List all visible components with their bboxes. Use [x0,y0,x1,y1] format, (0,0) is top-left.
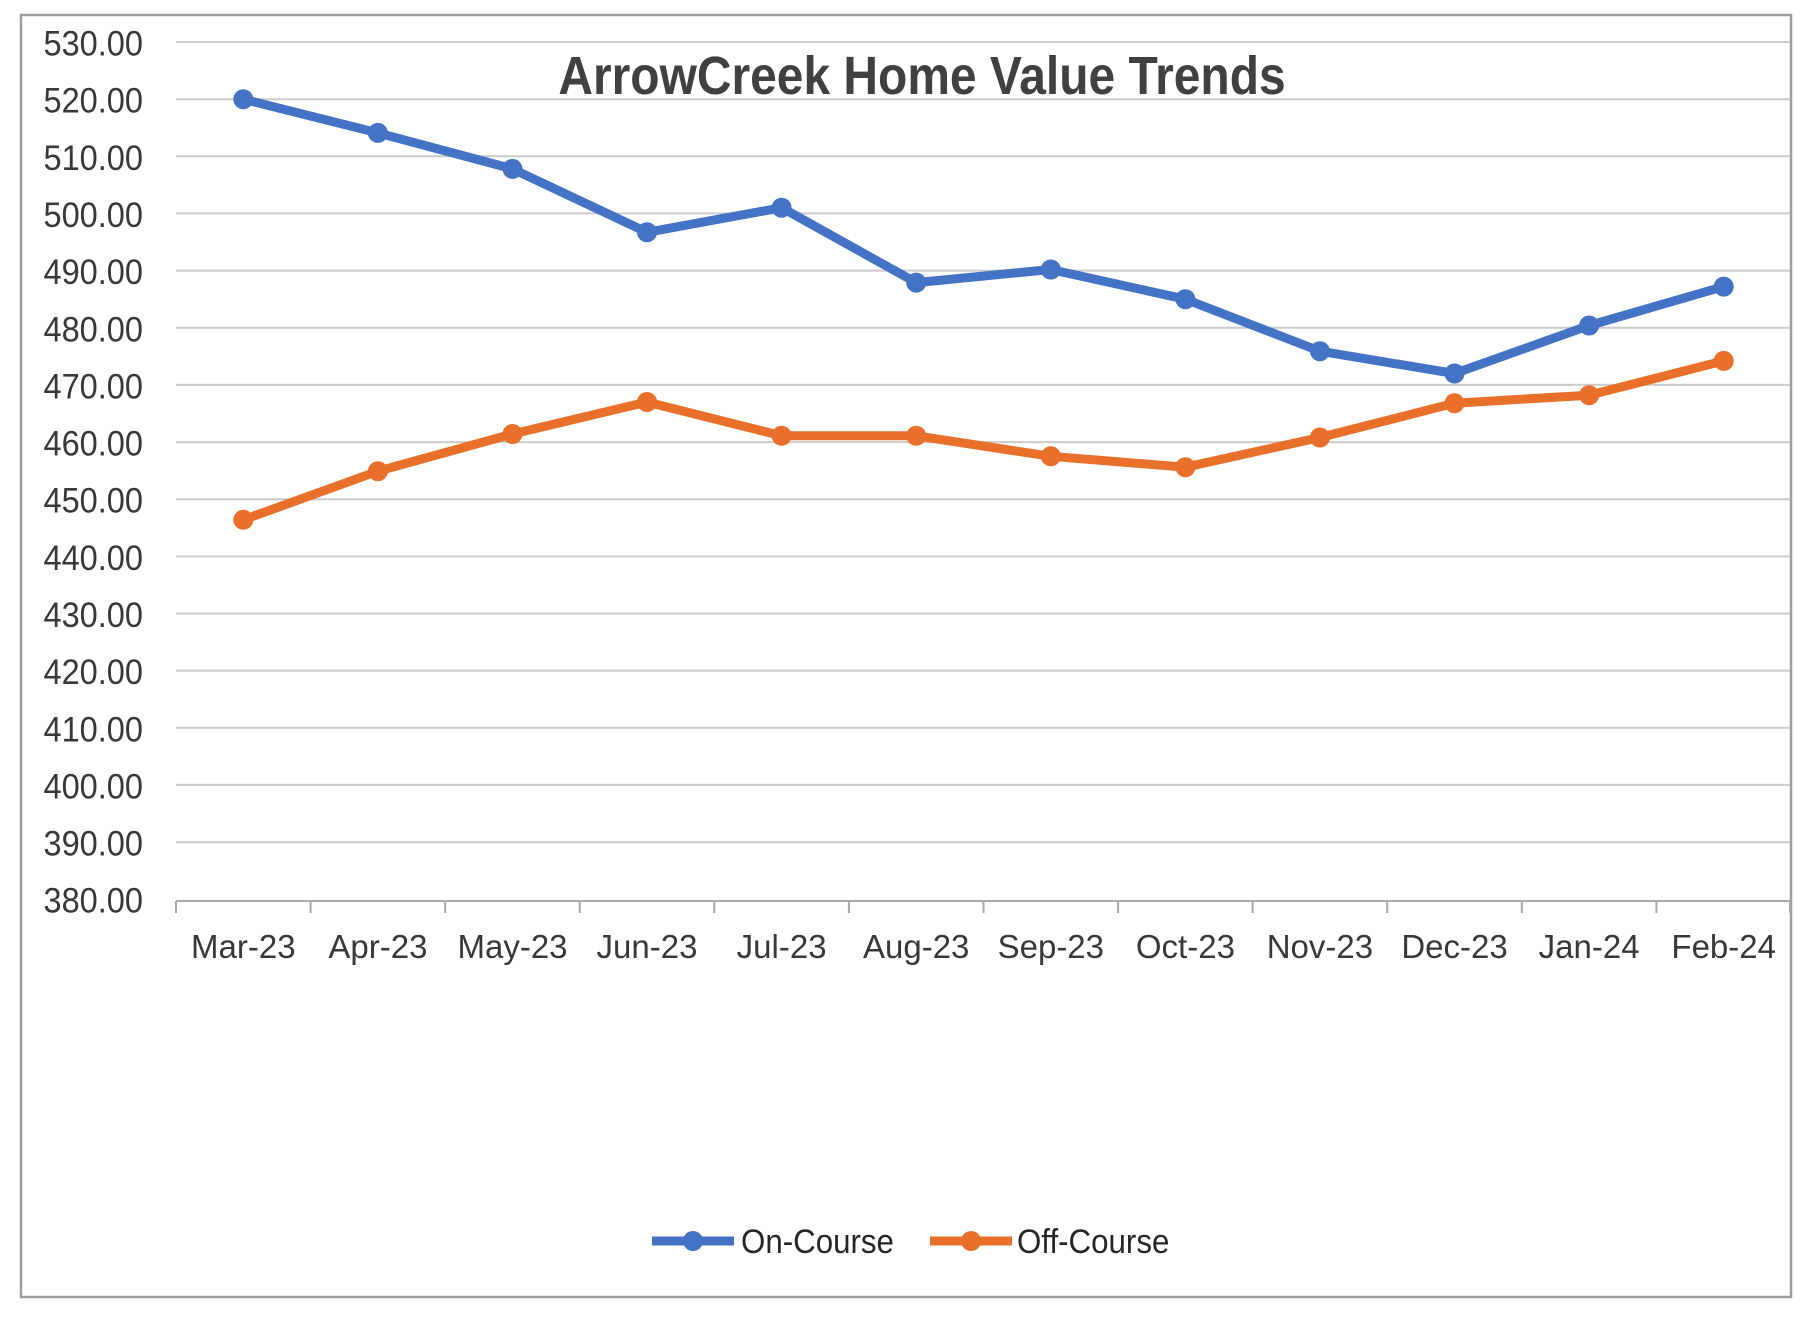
svg-text:ArrowCreek Home Value Trends: ArrowCreek Home Value Trends [558,45,1285,105]
svg-text:Off-Course: Off-Course [1017,1222,1169,1261]
svg-text:Jun-23: Jun-23 [597,928,698,965]
svg-text:430.00: 430.00 [43,596,143,635]
svg-text:440.00: 440.00 [43,539,143,578]
svg-text:460.00: 460.00 [43,425,143,464]
svg-text:Mar-23: Mar-23 [191,928,296,965]
svg-text:Jan-24: Jan-24 [1539,928,1640,965]
svg-text:380.00: 380.00 [43,882,143,921]
svg-text:May-23: May-23 [457,928,567,965]
svg-text:500.00: 500.00 [43,196,143,235]
svg-text:Oct-23: Oct-23 [1136,928,1235,965]
svg-text:490.00: 490.00 [43,253,143,292]
svg-text:On-Course: On-Course [741,1222,894,1261]
svg-text:410.00: 410.00 [43,710,143,749]
svg-text:Jul-23: Jul-23 [737,928,827,965]
svg-text:510.00: 510.00 [43,139,143,178]
svg-text:480.00: 480.00 [43,310,143,349]
svg-text:Dec-23: Dec-23 [1401,928,1507,965]
svg-text:530.00: 530.00 [43,24,143,63]
svg-text:Feb-24: Feb-24 [1671,928,1776,965]
svg-text:450.00: 450.00 [43,482,143,521]
svg-text:400.00: 400.00 [43,767,143,806]
svg-text:470.00: 470.00 [43,367,143,406]
svg-text:390.00: 390.00 [43,825,143,864]
svg-text:Sep-23: Sep-23 [998,928,1104,965]
svg-text:Apr-23: Apr-23 [328,928,427,965]
svg-text:Aug-23: Aug-23 [863,928,969,965]
svg-text:Nov-23: Nov-23 [1267,928,1373,965]
svg-text:520.00: 520.00 [43,82,143,121]
svg-text:420.00: 420.00 [43,653,143,692]
